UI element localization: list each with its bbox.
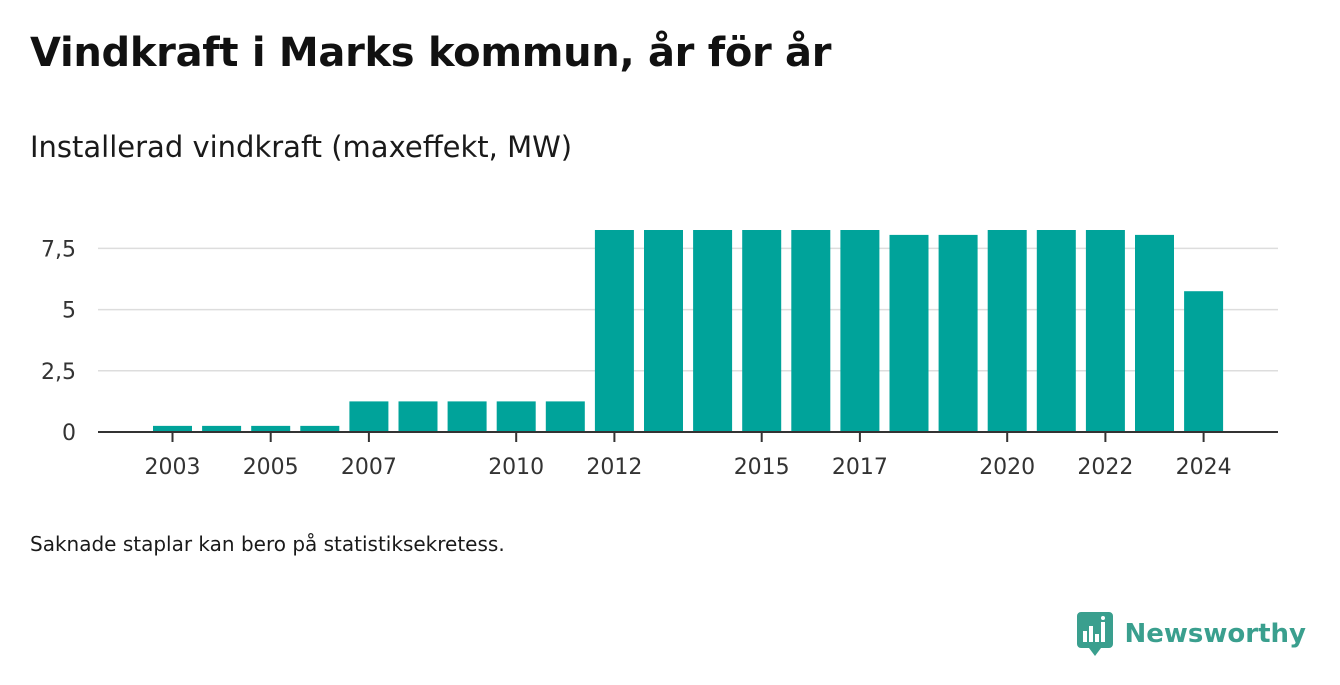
bar bbox=[153, 425, 192, 432]
bar-chart: 0 2,5 5 7,5 2003 2005 2007 2010 2012 2015 2017 2020… bbox=[41, 230, 1278, 480]
bar bbox=[398, 401, 438, 432]
bar bbox=[1135, 234, 1174, 432]
y-tick-label: 0 bbox=[62, 421, 76, 446]
y-tick-label: 7,5 bbox=[41, 237, 76, 262]
bar bbox=[545, 401, 585, 432]
bar bbox=[251, 425, 291, 432]
bar bbox=[349, 401, 389, 432]
y-tick-label: 2,5 bbox=[41, 360, 76, 385]
x-tick-label: 2022 bbox=[1077, 455, 1133, 480]
bar bbox=[693, 230, 733, 432]
chart-subtitle: Installerad vindkraft (maxeffekt, MW) bbox=[30, 130, 573, 164]
bar bbox=[300, 425, 340, 432]
bar bbox=[1085, 230, 1125, 432]
x-tick-label: 2015 bbox=[734, 455, 790, 480]
x-tick-label: 2017 bbox=[832, 455, 888, 480]
bar bbox=[791, 230, 831, 432]
y-tick-label: 5 bbox=[62, 299, 76, 324]
newsworthy-logo-icon bbox=[1076, 612, 1113, 656]
bar bbox=[1184, 291, 1224, 432]
brand-name: Newsworthy bbox=[1124, 619, 1306, 649]
bar bbox=[202, 425, 242, 432]
bar bbox=[987, 230, 1027, 432]
x-tick-label: 2020 bbox=[979, 455, 1035, 480]
x-tick-label: 2024 bbox=[1176, 455, 1232, 480]
bar bbox=[644, 230, 683, 432]
chart-title: Vindkraft i Marks kommun, år för år bbox=[30, 30, 832, 76]
bar bbox=[594, 230, 634, 432]
x-tick-label: 2010 bbox=[488, 455, 544, 480]
x-tick-label: 2003 bbox=[145, 455, 201, 480]
bar bbox=[496, 401, 536, 432]
footnote: Saknade staplar kan bero på statistiksek… bbox=[30, 532, 505, 556]
x-tick-label: 2012 bbox=[586, 455, 642, 480]
bar bbox=[938, 234, 978, 432]
x-tick-label: 2007 bbox=[341, 455, 397, 480]
bar bbox=[1036, 230, 1076, 432]
bar bbox=[742, 230, 782, 432]
bar bbox=[889, 234, 929, 432]
brand-logo: Newsworthy bbox=[1076, 612, 1306, 656]
bar bbox=[447, 401, 487, 432]
bar bbox=[840, 230, 880, 432]
x-tick-label: 2005 bbox=[243, 455, 299, 480]
